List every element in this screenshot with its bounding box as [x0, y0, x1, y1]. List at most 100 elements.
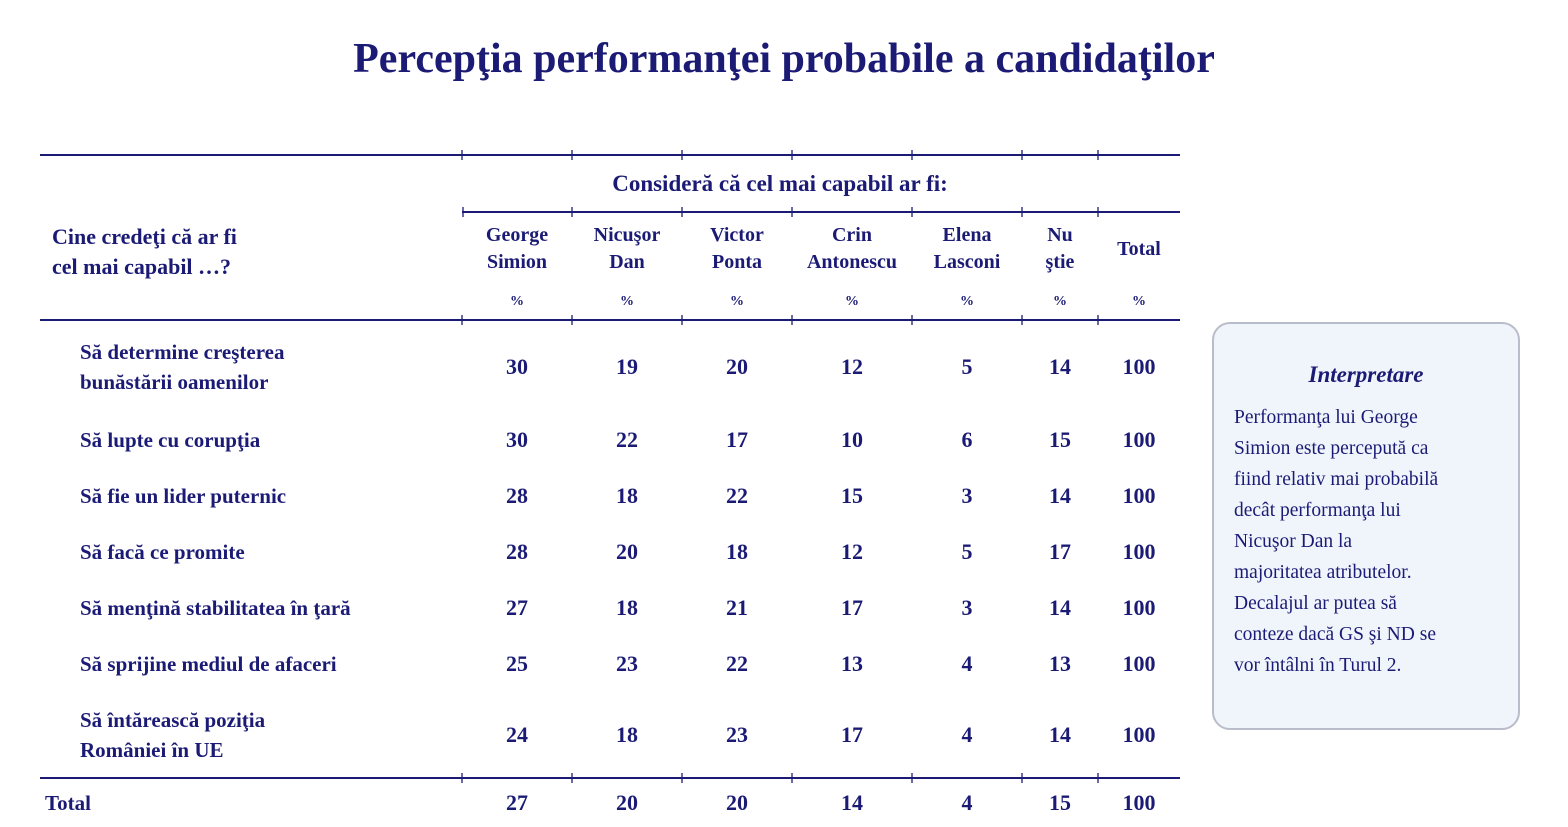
cell-value: 20 [726, 353, 748, 379]
cell-value: 15 [1049, 790, 1071, 815]
cell-value: 27 [506, 790, 528, 815]
table-row: Să menţină stabilitatea în ţară 27 18 21… [40, 580, 1180, 636]
cell-value: 12 [841, 539, 863, 564]
cell-value: 19 [616, 353, 638, 379]
cell-value: 14 [1049, 722, 1071, 747]
cell-value: 18 [616, 483, 638, 508]
table-rule-total-top [40, 773, 1180, 783]
row-label: Să menţină stabilitatea în ţară [80, 596, 351, 620]
unit-label: % [620, 294, 634, 309]
column-header-row: George Simion Nicuşor Dan Victor Ponta C… [40, 213, 1180, 285]
cell-value: 18 [726, 539, 748, 564]
cell-value: 18 [616, 722, 638, 747]
cell-value: 14 [1049, 483, 1071, 508]
table-row: Să facă ce promite 28 20 18 12 5 17 100 [40, 524, 1180, 580]
cell-value: 20 [726, 790, 748, 815]
cell-value: 4 [961, 722, 973, 747]
question-header: Cine credeţi că ar fi cel mai capabil …? [52, 224, 237, 279]
cell-value: 15 [1049, 427, 1071, 452]
cell-value: 17 [1049, 539, 1071, 564]
cell-value: 28 [506, 483, 528, 508]
cell-value: 100 [1122, 722, 1156, 747]
unit-row: % % % % % % % [40, 285, 1180, 319]
cell-value: 100 [1122, 427, 1156, 452]
page-title: Percepţia performanţei probabile a candi… [353, 36, 1215, 82]
total-row-label: Total [45, 791, 91, 815]
unit-label: % [845, 294, 859, 309]
cell-value: 4 [961, 790, 973, 815]
interpretation-text: Performanţa lui George Simion este perce… [1234, 407, 1439, 676]
cell-value: 100 [1122, 539, 1156, 564]
table-rule-top [40, 150, 1180, 160]
cell-value: 5 [961, 539, 973, 564]
cell-value: 4 [961, 651, 973, 676]
cell-value: 23 [726, 722, 748, 747]
cell-value: 28 [506, 539, 528, 564]
cell-value: 13 [1049, 651, 1071, 676]
row-label: Să determine creşterea bunăstării oameni… [80, 339, 285, 394]
column-header-nu-stie: Nu ştie [1045, 224, 1075, 273]
table-total-row: Total 27 20 20 14 4 15 100 [40, 779, 1180, 827]
cell-value: 27 [506, 595, 528, 620]
cell-value: 6 [961, 427, 973, 452]
unit-label: % [960, 294, 974, 309]
table-row: Să fie un lider puternic 28 18 22 15 3 1… [40, 468, 1180, 524]
cell-value: 100 [1122, 483, 1156, 508]
unit-label: % [730, 294, 744, 309]
cell-value: 3 [961, 483, 973, 508]
cell-value: 23 [616, 651, 638, 676]
cell-value: 20 [616, 539, 638, 564]
row-label: Să lupte cu corupţia [80, 428, 261, 452]
cell-value: 3 [961, 595, 973, 620]
row-label: Să fie un lider puternic [80, 484, 287, 508]
row-label: Să întărească poziţia României în UE [80, 708, 266, 762]
table-rule-header-bottom [40, 315, 1180, 325]
unit-label: % [1053, 294, 1067, 309]
unit-label: % [1132, 294, 1146, 309]
interpretation-title: Interpretare [1308, 362, 1424, 387]
cell-value: 17 [726, 427, 748, 452]
cell-value: 22 [726, 651, 748, 676]
cell-value: 21 [726, 595, 748, 620]
cell-value: 18 [616, 595, 638, 620]
row-label: Să facă ce promite [80, 540, 245, 564]
table-rule-span [462, 207, 1180, 217]
cell-value: 100 [1122, 790, 1156, 815]
span-header: Consideră că cel mai capabil ar fi: [612, 171, 948, 196]
column-header-total: Total [1117, 237, 1161, 260]
column-header-victor-ponta: Victor Ponta [710, 224, 764, 273]
cell-value: 14 [841, 790, 863, 815]
cell-value: 25 [506, 651, 528, 676]
table-row: Să sprijine mediul de afaceri 25 23 22 1… [40, 636, 1180, 692]
row-label: Să sprijine mediul de afaceri [80, 652, 337, 676]
cell-value: 14 [1049, 595, 1071, 620]
table-body: Să determine creşterea bunăstării oameni… [40, 321, 1180, 778]
cell-value: 100 [1122, 651, 1156, 676]
cell-value: 12 [841, 353, 863, 379]
column-header-crin-antonescu: Crin Antonescu [806, 224, 897, 273]
column-header-nicusor-dan: Nicuşor Dan [593, 224, 661, 273]
cell-value: 100 [1122, 595, 1156, 620]
cell-value: 30 [506, 353, 528, 379]
table-row: Să determine creşterea bunăstării oameni… [40, 321, 1180, 412]
unit-label: % [510, 294, 524, 309]
cell-value: 17 [841, 595, 863, 620]
column-header-elena-lasconi: Elena Lasconi [933, 224, 1001, 273]
interpretation-box: Interpretare Performanţa lui George Simi… [1212, 322, 1520, 730]
table-row: Să întărească poziţia României în UE 24 … [40, 692, 1180, 778]
cell-value: 13 [841, 651, 863, 676]
cell-value: 30 [506, 427, 528, 452]
cell-value: 17 [841, 722, 863, 747]
cell-value: 22 [726, 483, 748, 508]
cell-value: 5 [961, 353, 973, 379]
perception-table: Consideră că cel mai capabil ar fi: Cine… [40, 0, 1180, 820]
cell-value: 14 [1049, 353, 1071, 379]
cell-value: 10 [841, 427, 863, 452]
cell-value: 24 [506, 722, 528, 747]
cell-value: 100 [1122, 353, 1156, 379]
column-header-george-simion: George Simion [485, 224, 549, 273]
cell-value: 22 [616, 427, 638, 452]
table-row: Să lupte cu corupţia 30 22 17 10 6 15 10… [40, 412, 1180, 468]
cell-value: 20 [616, 790, 638, 815]
